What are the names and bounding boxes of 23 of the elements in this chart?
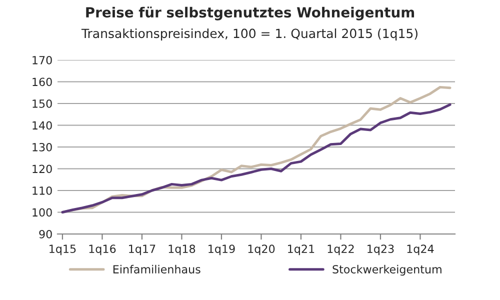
y-tick-label: 90 (39, 230, 52, 238)
legend-label: Stockwerkeigentum (332, 264, 442, 276)
x-tick-label: 1q15 (50, 244, 76, 256)
x-tick-label: 1q24 (407, 244, 434, 256)
y-tick-label: 120 (32, 164, 52, 174)
y-tick-label: 150 (32, 99, 52, 108)
y-tick-label: 160 (32, 78, 52, 86)
x-tick-label: 1q18 (168, 244, 196, 256)
y-tick-label: 170 (32, 56, 52, 64)
y-tick-label: 130 (32, 142, 52, 152)
x-tick-label: 1q19 (208, 244, 235, 256)
y-tick-label: 110 (32, 186, 52, 195)
x-tick-label: 1q21 (288, 244, 314, 256)
x-tick-label: 1q17 (129, 244, 156, 256)
x-tick-label: 1q16 (89, 244, 116, 256)
x-tick-label: 1q23 (368, 244, 394, 256)
x-tick-label: 1q22 (328, 244, 354, 256)
x-tick-label: 1q20 (248, 244, 275, 256)
legend-label: Einfamilienhaus (113, 264, 200, 274)
y-tick-label: 140 (32, 121, 52, 130)
chart-subtitle: Transaktionspreisindex, 100 = 1. Quartal 2015 (1q15) (81, 28, 418, 41)
y-tick-label: 100 (32, 208, 52, 217)
chart-title: Preise für selbstgenutztes Wohneigentum (86, 6, 414, 20)
